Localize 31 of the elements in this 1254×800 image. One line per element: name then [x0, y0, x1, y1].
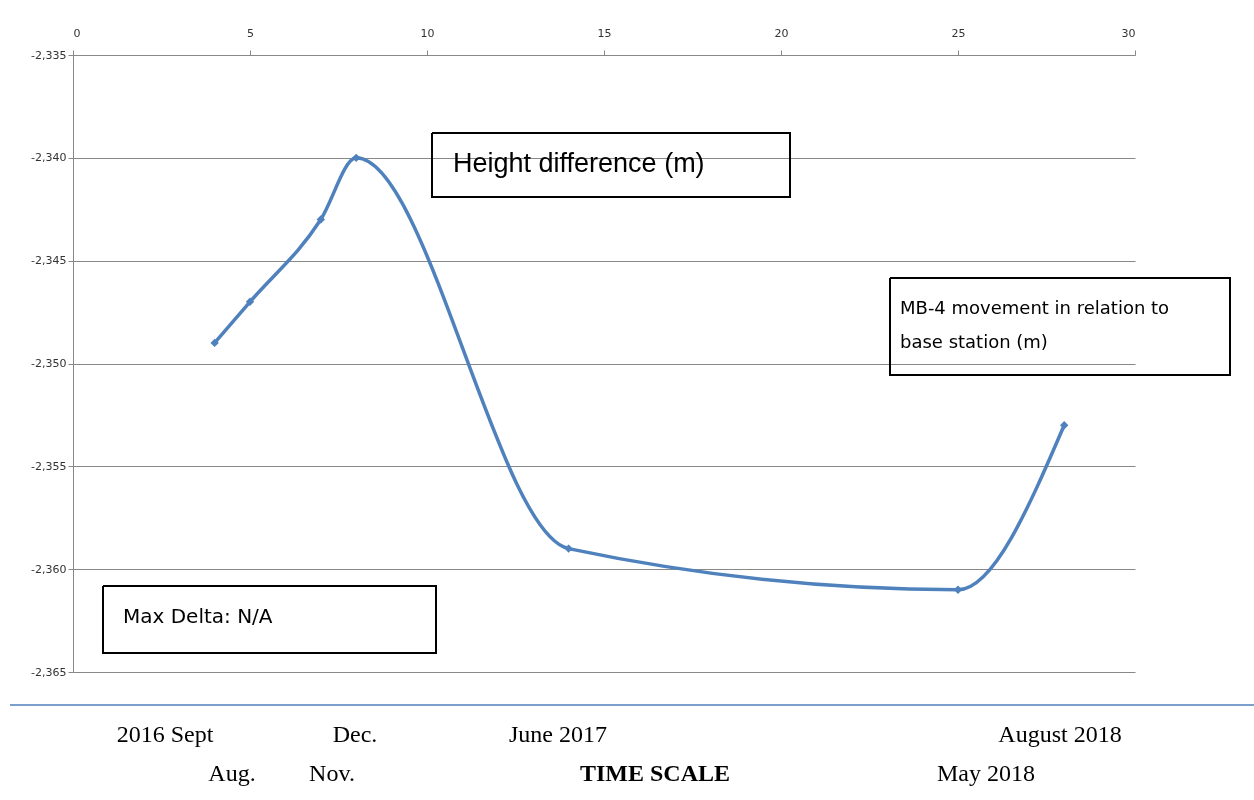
x-tick-label: 30 — [1121, 26, 1136, 40]
point — [564, 544, 573, 553]
y-tick-label: -2,355 — [31, 459, 67, 473]
x-tick-label: 15 — [597, 26, 612, 40]
y-tick-label: -2,365 — [31, 665, 67, 679]
y-tick-label: -2,345 — [31, 254, 67, 268]
text: August 2018 — [998, 721, 1122, 747]
text: Dec. — [332, 721, 378, 747]
text: June 2017 — [509, 721, 607, 747]
point — [245, 297, 255, 306]
y-tick-label: -2,360 — [31, 562, 67, 576]
point — [1060, 421, 1069, 430]
x-tick-label: 10 — [420, 26, 435, 40]
y-tick-label: -2,335 — [31, 48, 67, 62]
x-tick-label: 20 — [774, 26, 789, 40]
y-tick-label: -2,340 — [31, 151, 67, 165]
text: 2016 Sept — [116, 721, 214, 747]
text: Nov. — [309, 760, 355, 786]
text: May 2018 — [937, 760, 1035, 786]
x-tick-label: 5 — [247, 26, 254, 40]
x-tick-label: 25 — [951, 26, 966, 40]
annotation: MB-4 movement in relation to base station (m) — [900, 297, 1170, 352]
x-axis-title: TIME SCALE — [579, 760, 731, 786]
annotation: Max Delta: N/A — [123, 604, 273, 628]
text: Aug. — [208, 760, 256, 786]
y-tick-label: -2,350 — [31, 357, 67, 370]
point — [352, 153, 361, 163]
point — [316, 215, 325, 224]
x-tick-label: 0 — [73, 26, 81, 40]
point — [210, 338, 219, 348]
text: Height difference (m) — [453, 148, 705, 178]
